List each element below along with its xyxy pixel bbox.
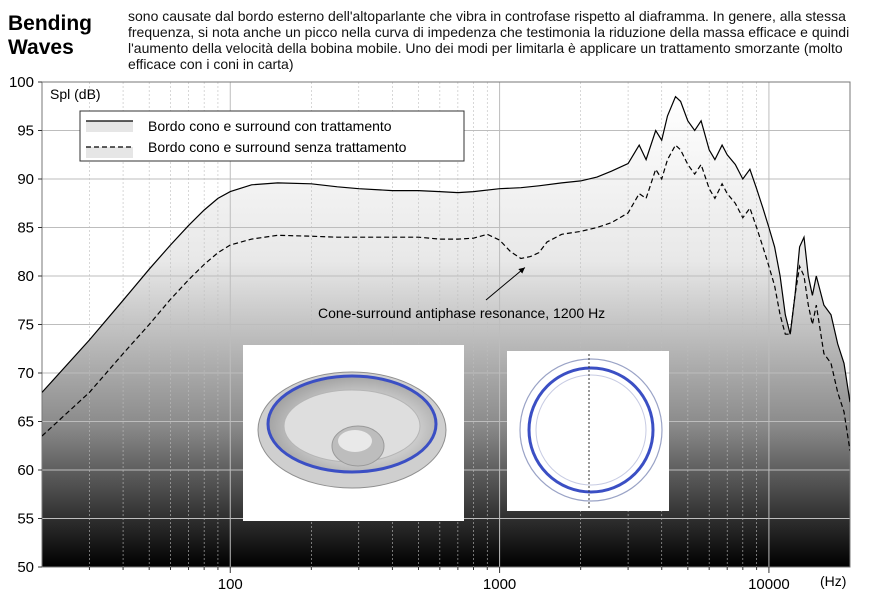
x-axis-ticks: 100 1000 10000 — [88, 567, 790, 593]
y-tick-label: 75 — [17, 317, 34, 334]
annotation-text: Cone-surround antiphase resonance, 1200 … — [318, 305, 605, 321]
x-tick-label: 10000 — [748, 576, 790, 593]
legend-swatch-solid — [86, 120, 133, 132]
cone-3d-image — [243, 345, 464, 521]
y-tick-label: 65 — [17, 414, 34, 431]
legend-label-solid: Bordo cono e surround con trattamento — [148, 118, 392, 134]
legend: Bordo cono e surround con trattamento Bo… — [79, 110, 465, 162]
y-tick-label: 70 — [17, 365, 34, 382]
title-line-2: Waves — [8, 36, 74, 59]
title-line-1: Bending — [8, 12, 92, 35]
page-title: Bending Waves — [8, 12, 128, 60]
y-tick-label: 55 — [17, 511, 34, 528]
x-tick-label: 1000 — [483, 576, 516, 593]
y-tick-label: 100 — [9, 74, 34, 91]
series-line-with-treatment — [42, 95, 850, 403]
cone-top-blue-ring — [527, 366, 655, 494]
legend-label-dashed: Bordo cono e surround senza trattamento — [148, 139, 407, 155]
series-line-without-treatment — [42, 144, 850, 451]
y-tick-label: 95 — [17, 123, 34, 140]
cone-top-outer-ring — [519, 358, 663, 502]
intro-paragraph: sono causate dal bordo esterno dell'alto… — [128, 8, 850, 72]
y-tick-label: 90 — [17, 171, 34, 188]
resonance-annotation: Cone-surround antiphase resonance, 1200 … — [318, 267, 605, 321]
y-axis-label: Spl (dB) — [50, 86, 101, 102]
series-lines — [42, 95, 850, 451]
legend-box — [79, 110, 465, 162]
cone-top-image — [507, 351, 669, 511]
x-axis-label: (Hz) — [820, 573, 846, 589]
y-tick-label: 50 — [17, 559, 34, 576]
y-tick-label: 60 — [17, 462, 34, 479]
y-tick-label: 85 — [17, 220, 34, 237]
legend-swatch-dashed — [86, 146, 133, 158]
x-tick-label: 100 — [218, 576, 243, 593]
y-axis-ticks: 50 55 60 65 70 75 80 85 90 95 100 — [9, 74, 42, 576]
y-tick-label: 80 — [17, 268, 34, 285]
annotation-arrow — [485, 267, 526, 301]
